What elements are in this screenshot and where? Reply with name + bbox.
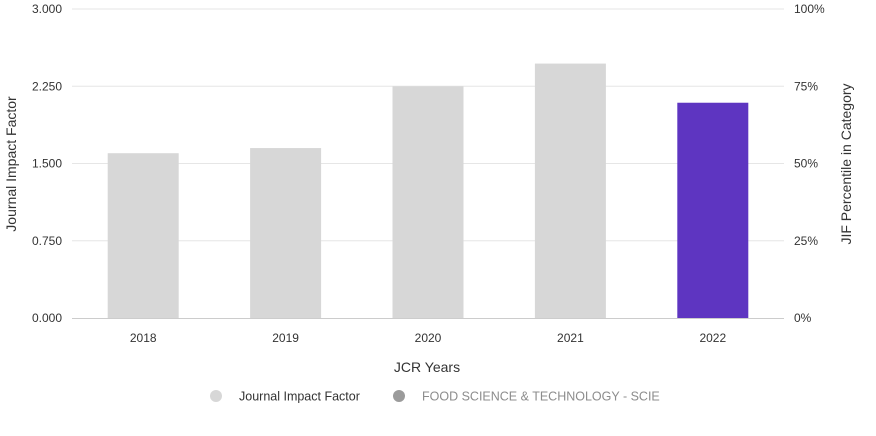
y-tick-label-right: 75% [794, 79, 818, 93]
y-tick-label-right: 50% [794, 157, 818, 171]
x-tick-label: 2018 [130, 331, 157, 345]
bar-2022[interactable] [677, 102, 749, 318]
legend-marker [210, 390, 222, 402]
y-tick-label-left: 2.250 [32, 79, 62, 93]
y-tick-label-right: 0% [794, 311, 812, 325]
y-axis-title-left: Journal Impact Factor [3, 96, 19, 232]
bar-2018[interactable] [107, 153, 179, 318]
legend-marker [393, 390, 405, 402]
y-tick-label-left: 3.000 [32, 2, 62, 16]
bars-layer [107, 63, 749, 319]
x-tick-label: 2021 [557, 331, 584, 345]
x-tick-labels: 2018 2019 2020 2021 2022 [130, 331, 727, 345]
bar-2021[interactable] [534, 63, 606, 319]
legend-label: FOOD SCIENCE & TECHNOLOGY - SCIE [422, 390, 660, 404]
bar-2019[interactable] [250, 148, 322, 318]
x-tick-label: 2019 [272, 331, 299, 345]
legend-label: Journal Impact Factor [239, 390, 360, 404]
y-tick-label-left: 0.000 [32, 311, 62, 325]
x-tick-label: 2022 [699, 331, 726, 345]
legend-item-category[interactable]: FOOD SCIENCE & TECHNOLOGY - SCIE [393, 390, 660, 404]
y-tick-label-left: 0.750 [32, 234, 62, 248]
bar-2020[interactable] [392, 86, 464, 318]
y-tick-label-right: 25% [794, 234, 818, 248]
y-axis-title-right: JIF Percentile in Category [838, 83, 854, 244]
legend-item-journal-impact-factor[interactable]: Journal Impact Factor [210, 390, 360, 404]
y-tick-label-right: 100% [794, 2, 825, 16]
right-tick-labels: 0% 25% 50% 75% 100% [794, 2, 825, 325]
y-tick-label-left: 1.500 [32, 157, 62, 171]
x-tick-label: 2020 [415, 331, 442, 345]
x-axis-title: JCR Years [394, 359, 460, 375]
left-tick-labels: 0.000 0.750 1.500 2.250 3.000 [32, 2, 62, 325]
legend: Journal Impact Factor FOOD SCIENCE & TECH… [210, 390, 660, 404]
